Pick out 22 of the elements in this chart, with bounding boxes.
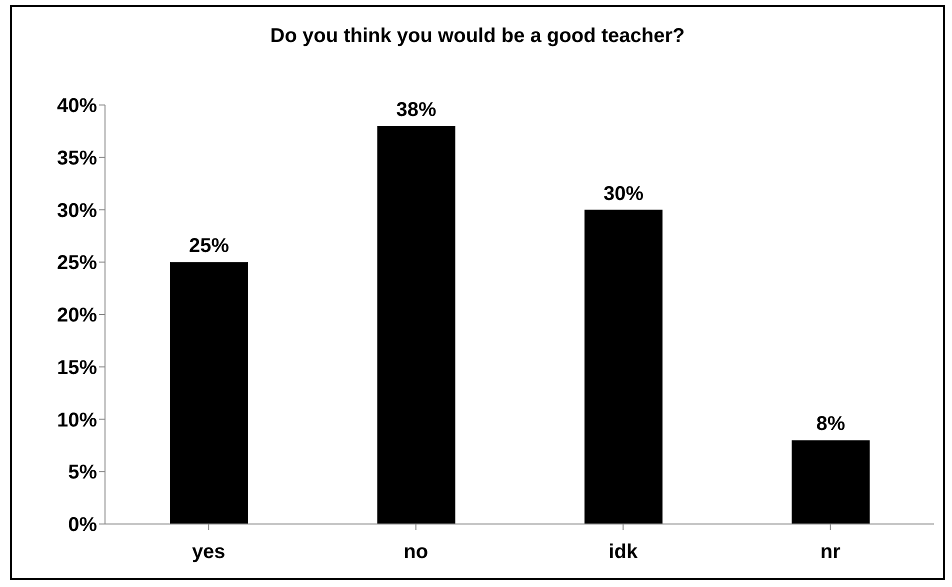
bar: [792, 440, 870, 524]
y-tick-label: 15%: [56, 356, 98, 379]
y-tick-label: 10%: [56, 409, 98, 432]
data-label: 25%: [188, 235, 230, 258]
y-tick-label: 5%: [68, 462, 98, 484]
data-label: 38%: [396, 98, 436, 121]
x-tick-label: idk: [608, 541, 638, 564]
y-tick-label: 20%: [56, 304, 98, 327]
y-tick-label: 35%: [56, 147, 98, 170]
bar: [377, 126, 456, 524]
bar: [584, 210, 662, 524]
x-tick-label: nr: [820, 541, 841, 564]
y-tick-label: 30%: [56, 200, 98, 222]
y-tick-label: 25%: [56, 252, 98, 274]
bar: [170, 262, 248, 524]
chart-title: Do you think you would be a good teacher?: [269, 25, 686, 48]
data-label: 8%: [816, 413, 846, 436]
data-label: 30%: [603, 182, 644, 205]
y-tick-label: 40%: [56, 95, 98, 118]
x-tick-label: yes: [192, 541, 226, 564]
y-tick-label: 0%: [68, 514, 98, 536]
x-tick-label: no: [404, 541, 428, 564]
